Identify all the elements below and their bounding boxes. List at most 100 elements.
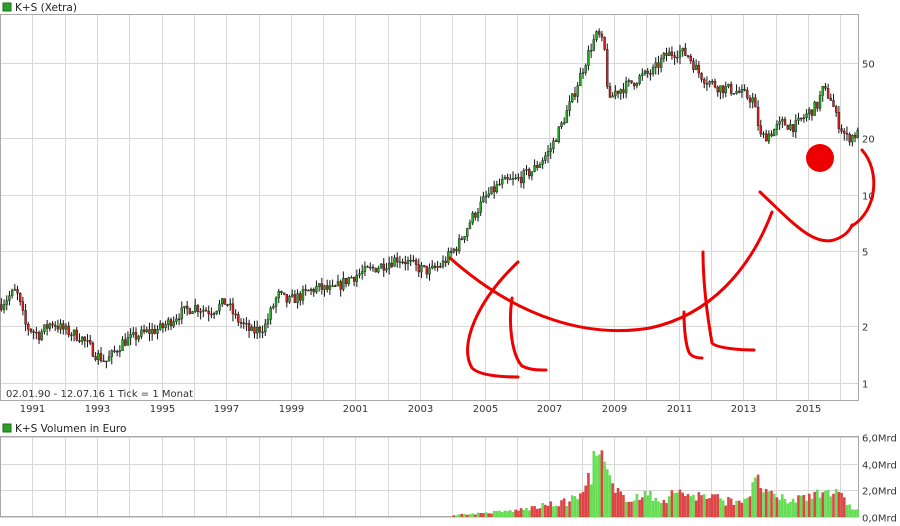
volume-bar: [557, 506, 561, 517]
candle-body: [670, 51, 674, 56]
candle-body: [385, 268, 388, 271]
volume-bar: [649, 490, 652, 517]
volume-bar: [587, 472, 590, 517]
candle-body: [595, 31, 598, 40]
candle-body: [571, 93, 574, 102]
candle-body: [72, 329, 76, 336]
candle-body: [748, 97, 752, 103]
candle-body: [355, 275, 359, 282]
volume-bar: [786, 503, 790, 517]
candle-body: [99, 353, 103, 362]
candle-body: [18, 292, 22, 302]
volume-title: K+S Volumen in Euro: [15, 423, 126, 435]
volume-bar: [826, 489, 830, 517]
candle-body: [274, 297, 278, 307]
volume-bar: [735, 500, 738, 517]
candle-body: [75, 329, 78, 341]
volume-bar: [711, 494, 714, 517]
candle-body: [829, 98, 833, 101]
candle-body: [67, 325, 70, 336]
price-legend-swatch: [2, 2, 12, 12]
volume-bar: [603, 461, 606, 517]
candle-body: [288, 296, 291, 303]
candle-body: [638, 75, 641, 84]
price-y-tick-label: 20: [862, 135, 875, 146]
candle-body: [837, 112, 841, 129]
candle-body: [614, 90, 617, 97]
candle-body: [43, 324, 46, 332]
candle-body: [506, 177, 509, 180]
candle-body: [223, 298, 227, 305]
volume-bar: [845, 505, 849, 517]
volume-bar: [775, 497, 779, 517]
volume-bar: [579, 493, 582, 517]
volume-bar: [651, 500, 655, 517]
volume-bar: [635, 493, 639, 517]
candle-body: [264, 323, 267, 333]
candle-body: [247, 323, 251, 331]
volume-bar: [746, 497, 749, 517]
candle-body: [799, 117, 803, 120]
candle-body: [64, 325, 68, 330]
volume-bar: [576, 499, 579, 517]
candle-body: [743, 89, 746, 91]
volume-bar: [500, 512, 504, 517]
candle-body: [132, 332, 135, 335]
candle-body: [342, 278, 345, 290]
candle-body: [89, 340, 92, 344]
volume-bar: [530, 506, 534, 517]
candle-body: [220, 298, 224, 305]
candle-body: [218, 303, 221, 312]
volume-bar: [713, 494, 717, 517]
candle-body: [767, 133, 771, 142]
candle-body: [137, 336, 140, 340]
candle-body: [468, 222, 472, 229]
price-title: K+S (Xetra): [15, 2, 77, 14]
volume-bar: [506, 511, 509, 517]
candle-body: [336, 281, 340, 287]
candle-body: [643, 70, 647, 74]
candle-body: [668, 51, 671, 56]
volume-panel: K+S Volumen in Euro 0,0Mrd 2,0Mrd 4,0Mrd 6,…: [0, 423, 897, 525]
candle-body: [48, 323, 52, 329]
candle-body: [476, 212, 480, 218]
candle-body: [161, 323, 165, 328]
candle-body: [83, 336, 87, 341]
candle-body: [148, 329, 151, 334]
volume-bar: [581, 491, 585, 517]
volume-bar: [694, 500, 698, 517]
price-x-tick-label: 2003: [408, 404, 433, 415]
candle-body: [501, 179, 504, 185]
candle-body: [431, 265, 434, 269]
candle-body: [350, 277, 353, 279]
volume-bar: [724, 505, 728, 517]
candle-body: [344, 278, 348, 285]
candle-body: [412, 259, 415, 262]
candle-body: [716, 86, 719, 93]
price-y-tick-label: 1: [862, 380, 868, 391]
candle-body: [301, 289, 305, 301]
candle-body: [802, 117, 806, 120]
candle-body: [107, 356, 111, 362]
pig-belly-stroke: [448, 210, 774, 333]
candle-body: [492, 186, 496, 193]
volume-bar: [654, 497, 658, 517]
candle-body: [59, 323, 62, 330]
candle-body: [654, 62, 657, 68]
candle-body: [775, 124, 779, 130]
candle-body: [694, 64, 698, 70]
candle-body: [169, 319, 173, 327]
volume-bar: [552, 506, 555, 517]
volume-bar: [670, 490, 674, 517]
price-grid: [0, 15, 858, 401]
candle-body: [177, 318, 181, 321]
candle-body: [517, 177, 520, 179]
candle-body: [91, 342, 95, 357]
candle-body: [45, 324, 49, 329]
volume-bar: [619, 491, 623, 517]
volume-y-tick-label: 4,0Mrd: [862, 461, 897, 472]
candle-body: [471, 212, 474, 224]
candle-body: [159, 323, 162, 330]
volume-bar: [565, 505, 569, 517]
candle-body: [185, 305, 189, 309]
